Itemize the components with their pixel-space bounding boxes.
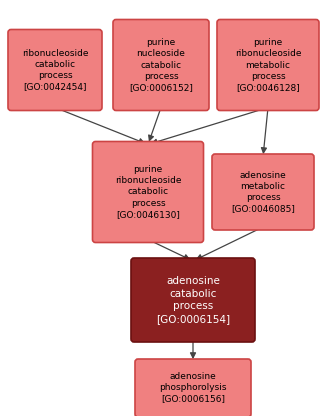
Text: adenosine
phosphorolysis
[GO:0006156]: adenosine phosphorolysis [GO:0006156] — [159, 372, 227, 404]
FancyBboxPatch shape — [135, 359, 251, 416]
Text: adenosine
metabolic
process
[GO:0046085]: adenosine metabolic process [GO:0046085] — [231, 171, 295, 213]
FancyBboxPatch shape — [217, 20, 319, 111]
Text: purine
ribonucleoside
catabolic
process
[GO:0046130]: purine ribonucleoside catabolic process … — [115, 165, 181, 219]
Text: ribonucleoside
catabolic
process
[GO:0042454]: ribonucleoside catabolic process [GO:004… — [22, 49, 88, 91]
Text: purine
nucleoside
catabolic
process
[GO:0006152]: purine nucleoside catabolic process [GO:… — [129, 38, 193, 92]
Text: adenosine
catabolic
process
[GO:0006154]: adenosine catabolic process [GO:0006154] — [156, 276, 230, 324]
FancyBboxPatch shape — [131, 258, 255, 342]
FancyBboxPatch shape — [212, 154, 314, 230]
FancyBboxPatch shape — [92, 141, 203, 243]
FancyBboxPatch shape — [8, 30, 102, 111]
Text: purine
ribonucleoside
metabolic
process
[GO:0046128]: purine ribonucleoside metabolic process … — [235, 38, 301, 92]
FancyBboxPatch shape — [113, 20, 209, 111]
